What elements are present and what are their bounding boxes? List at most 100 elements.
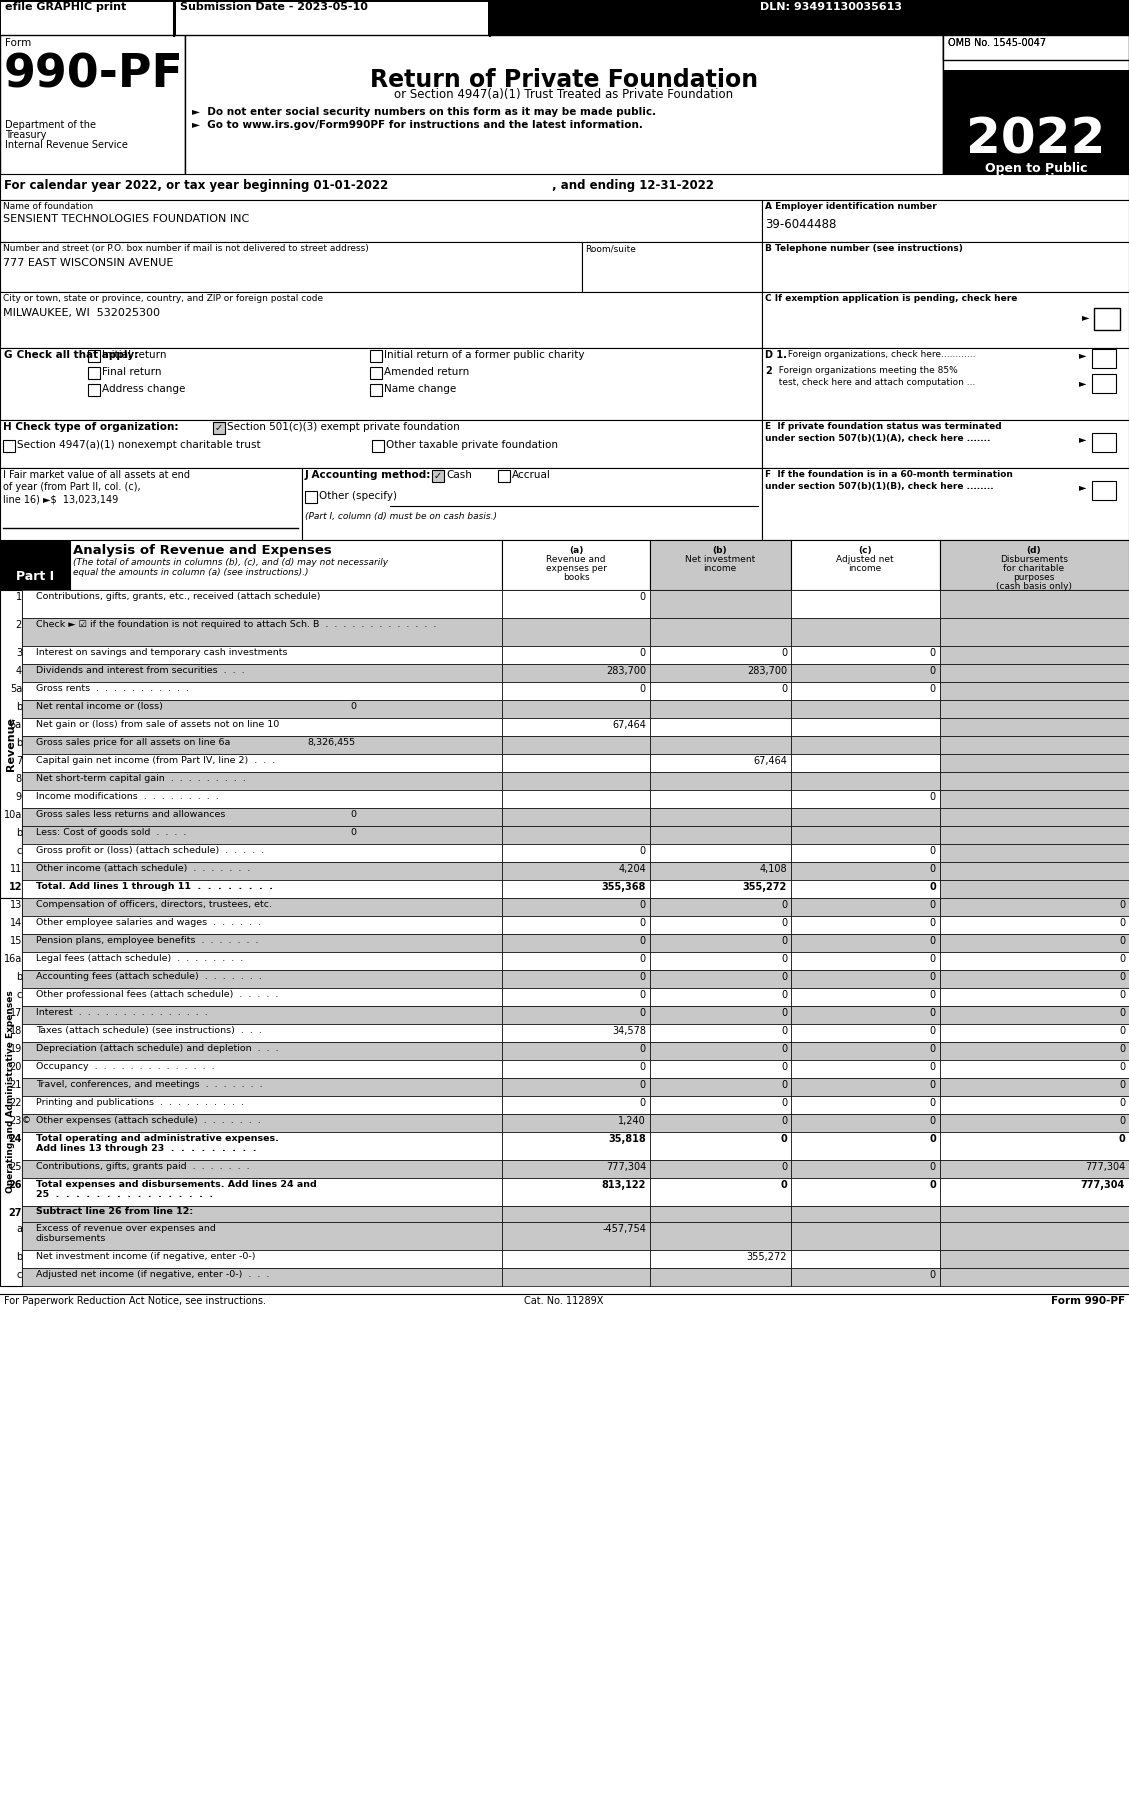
Bar (791, 1079, 940, 1097)
Bar (943, 34, 1129, 59)
Bar (21, 951, 502, 969)
Text: 0: 0 (1119, 1099, 1124, 1108)
Text: 0: 0 (781, 937, 787, 946)
Text: Adjusted net income (if negative, enter -0-)  .  .  .: Adjusted net income (if negative, enter … (36, 1269, 270, 1278)
Bar (502, 645, 650, 663)
Bar (21, 1043, 502, 1061)
Text: 0: 0 (930, 1081, 936, 1090)
Bar (21, 771, 502, 789)
Text: line 16) ►$  13,023,149: line 16) ►$ 13,023,149 (3, 494, 119, 503)
Bar (940, 1178, 1129, 1206)
Bar (940, 753, 1129, 771)
Bar (583, 243, 762, 291)
Text: 17: 17 (10, 1009, 21, 1018)
Text: OMB No. 1545-0047: OMB No. 1545-0047 (948, 38, 1047, 49)
Text: test, check here and attach computation ...: test, check here and attach computation … (773, 378, 975, 387)
Text: Contributions, gifts, grants, etc., received (attach schedule): Contributions, gifts, grants, etc., rece… (36, 592, 321, 601)
Bar (650, 1178, 791, 1206)
Bar (940, 1133, 1129, 1160)
Bar (21, 645, 502, 663)
Text: 0: 0 (781, 1009, 787, 1018)
Text: 0: 0 (781, 647, 787, 658)
Bar (791, 1043, 940, 1061)
Text: Analysis of Revenue and Expenses: Analysis of Revenue and Expenses (73, 545, 332, 557)
Bar (650, 951, 791, 969)
Text: Excess of revenue over expenses and: Excess of revenue over expenses and (36, 1224, 216, 1233)
Text: Gross sales less returns and allowances: Gross sales less returns and allowances (36, 811, 226, 820)
Bar (1092, 349, 1115, 369)
Bar (650, 1061, 791, 1079)
Text: Less: Cost of goods sold  .  .  .  .: Less: Cost of goods sold . . . . (36, 829, 186, 838)
Text: or Section 4947(a)(1) Trust Treated as Private Foundation: or Section 4947(a)(1) Trust Treated as P… (394, 88, 734, 101)
Text: 21: 21 (10, 1081, 21, 1090)
Bar (791, 717, 940, 735)
Bar (301, 467, 762, 539)
Bar (502, 1115, 650, 1133)
Bar (370, 385, 382, 396)
Bar (502, 1007, 650, 1025)
Text: 0: 0 (781, 1081, 787, 1090)
Text: Inspection: Inspection (999, 173, 1073, 185)
Bar (791, 825, 940, 843)
Text: J Accounting method:: J Accounting method: (305, 469, 431, 480)
Text: 0: 0 (1119, 901, 1124, 910)
Text: ►: ► (1082, 313, 1089, 322)
Text: Add lines 13 through 23  .  .  .  .  .  .  .  .  .: Add lines 13 through 23 . . . . . . . . … (36, 1144, 256, 1153)
Bar (502, 879, 650, 897)
Bar (502, 1250, 650, 1268)
Text: 0: 0 (781, 901, 787, 910)
Bar (940, 897, 1129, 915)
Bar (21, 1178, 502, 1206)
Bar (21, 735, 502, 753)
Text: 0: 0 (781, 1063, 787, 1072)
Bar (21, 590, 502, 619)
Bar (502, 915, 650, 933)
Bar (650, 1206, 791, 1223)
Bar (502, 717, 650, 735)
Text: Interest on savings and temporary cash investments: Interest on savings and temporary cash i… (36, 647, 288, 656)
Bar (791, 915, 940, 933)
Bar (650, 735, 791, 753)
Text: 9: 9 (16, 791, 21, 802)
Bar (650, 969, 791, 987)
Bar (1, 2, 174, 34)
Bar (502, 807, 650, 825)
Text: 0: 0 (929, 1135, 936, 1144)
Bar (791, 590, 940, 619)
Bar (762, 200, 1129, 243)
Text: 0: 0 (1119, 1117, 1124, 1126)
Bar (762, 421, 1129, 467)
Text: Other (specify): Other (specify) (320, 491, 397, 502)
Bar (940, 789, 1129, 807)
Text: Other expenses (attach schedule)  .  .  .  .  .  .  .: Other expenses (attach schedule) . . . .… (36, 1117, 261, 1126)
Text: Number and street (or P.O. box number if mail is not delivered to street address: Number and street (or P.O. box number if… (3, 245, 369, 254)
Bar (502, 753, 650, 771)
Text: Other taxable private foundation: Other taxable private foundation (386, 441, 558, 450)
Text: Form: Form (5, 38, 32, 49)
Bar (650, 1097, 791, 1115)
Bar (940, 807, 1129, 825)
Text: 0: 0 (929, 1179, 936, 1190)
Text: Travel, conferences, and meetings  .  .  .  .  .  .  .: Travel, conferences, and meetings . . . … (36, 1081, 263, 1090)
Text: Department of the: Department of the (5, 120, 96, 129)
Text: H Check type of organization:: H Check type of organization: (3, 423, 178, 432)
Text: 0: 0 (930, 1162, 936, 1172)
Text: disbursements: disbursements (36, 1233, 106, 1242)
Bar (791, 1223, 940, 1250)
Bar (940, 933, 1129, 951)
Bar (650, 539, 791, 590)
Bar (21, 879, 502, 897)
Bar (502, 1223, 650, 1250)
Text: Dividends and interest from securities  .  .  .: Dividends and interest from securities .… (36, 665, 245, 674)
Bar (502, 771, 650, 789)
Text: 16a: 16a (3, 955, 21, 964)
Text: 0: 0 (640, 991, 646, 1000)
Text: Check all that apply:: Check all that apply: (14, 351, 139, 360)
Text: 0: 0 (930, 665, 936, 676)
Bar (21, 681, 502, 699)
Text: Occupancy  .  .  .  .  .  .  .  .  .  .  .  .  .  .: Occupancy . . . . . . . . . . . . . . (36, 1063, 215, 1072)
Bar (791, 1133, 940, 1160)
Bar (502, 1025, 650, 1043)
Text: 0: 0 (930, 865, 936, 874)
Text: 14: 14 (10, 919, 21, 928)
